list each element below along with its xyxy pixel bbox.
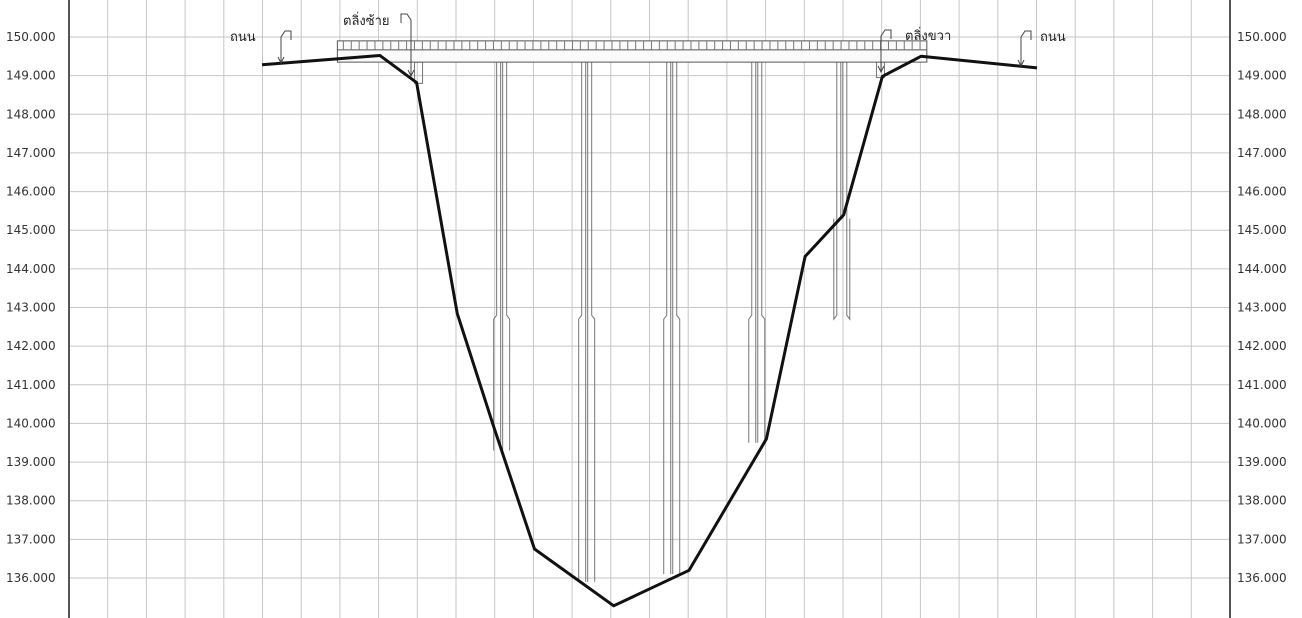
bridge-structure [336, 40, 928, 582]
level-marker [1020, 30, 1032, 66]
elevation-tick-label: 150.000 [6, 30, 56, 44]
elevation-tick-label: 143.000 [1237, 301, 1287, 315]
elevation-tick-label: 139.000 [6, 455, 56, 469]
elevation-tick-label: 146.000 [6, 185, 56, 199]
level-marker-arrow [407, 69, 415, 78]
bridge-deck [336, 40, 928, 63]
road-left-label: ถนน [230, 30, 256, 45]
elevation-tick-label: 142.000 [1237, 339, 1287, 353]
elevation-tick-label: 138.000 [1237, 494, 1287, 508]
level-markers [277, 13, 1032, 78]
elevation-tick-label: 140.000 [1237, 416, 1287, 430]
elevation-tick-label: 141.000 [6, 378, 56, 392]
elevation-tick-label: 144.000 [1237, 262, 1287, 276]
grid-lines [69, 0, 1230, 618]
level-marker-arrow [277, 56, 285, 65]
road-right-label: ถนน [1040, 30, 1066, 45]
elevation-axis-left: 150.000 149.000 148.000 147.000 146.000 … [6, 30, 56, 585]
deck-slab [336, 40, 928, 63]
level-marker [400, 13, 412, 76]
elevation-tick-label: 145.000 [1237, 223, 1287, 237]
abutment-right-label: ตลิ่งขวา [905, 27, 951, 44]
level-marker [280, 30, 292, 63]
elevation-tick-label: 138.000 [6, 494, 56, 508]
pier [833, 62, 851, 321]
elevation-tick-label: 147.000 [6, 146, 56, 160]
elevation-tick-label: 144.000 [6, 262, 56, 276]
ground-profile-line [261, 54, 1038, 608]
elevation-tick-label: 149.000 [6, 69, 56, 83]
level-marker-arrow [877, 65, 885, 74]
elevation-tick-label: 150.000 [1237, 30, 1287, 44]
bridge-piers [493, 62, 851, 582]
pier [578, 62, 596, 582]
elevation-tick-label: 148.000 [1237, 107, 1287, 121]
elevation-tick-label: 136.000 [1237, 571, 1287, 585]
level-marker [880, 29, 892, 72]
elevation-tick-label: 141.000 [1237, 378, 1287, 392]
elevation-tick-label: 139.000 [1237, 455, 1287, 469]
elevation-tick-label: 140.000 [6, 416, 56, 430]
elevation-tick-label: 136.000 [6, 571, 56, 585]
elevation-tick-label: 142.000 [6, 339, 56, 353]
elevation-axis-right: 150.000 149.000 148.000 147.000 146.000 … [1237, 30, 1287, 585]
elevation-tick-label: 145.000 [6, 223, 56, 237]
level-marker-arrow [1017, 59, 1025, 68]
elevation-tick-label: 148.000 [6, 107, 56, 121]
elevation-tick-label: 137.000 [1237, 532, 1287, 546]
abutment-left-label: ตลิ่งซ้าย [343, 12, 390, 29]
pier [748, 62, 766, 443]
elevation-tick-label: 149.000 [1237, 69, 1287, 83]
elevation-tick-label: 147.000 [1237, 146, 1287, 160]
pier [663, 62, 681, 575]
elevation-tick-label: 143.000 [6, 301, 56, 315]
elevation-tick-label: 137.000 [6, 532, 56, 546]
elevation-tick-label: 146.000 [1237, 185, 1287, 199]
pier [493, 62, 511, 451]
